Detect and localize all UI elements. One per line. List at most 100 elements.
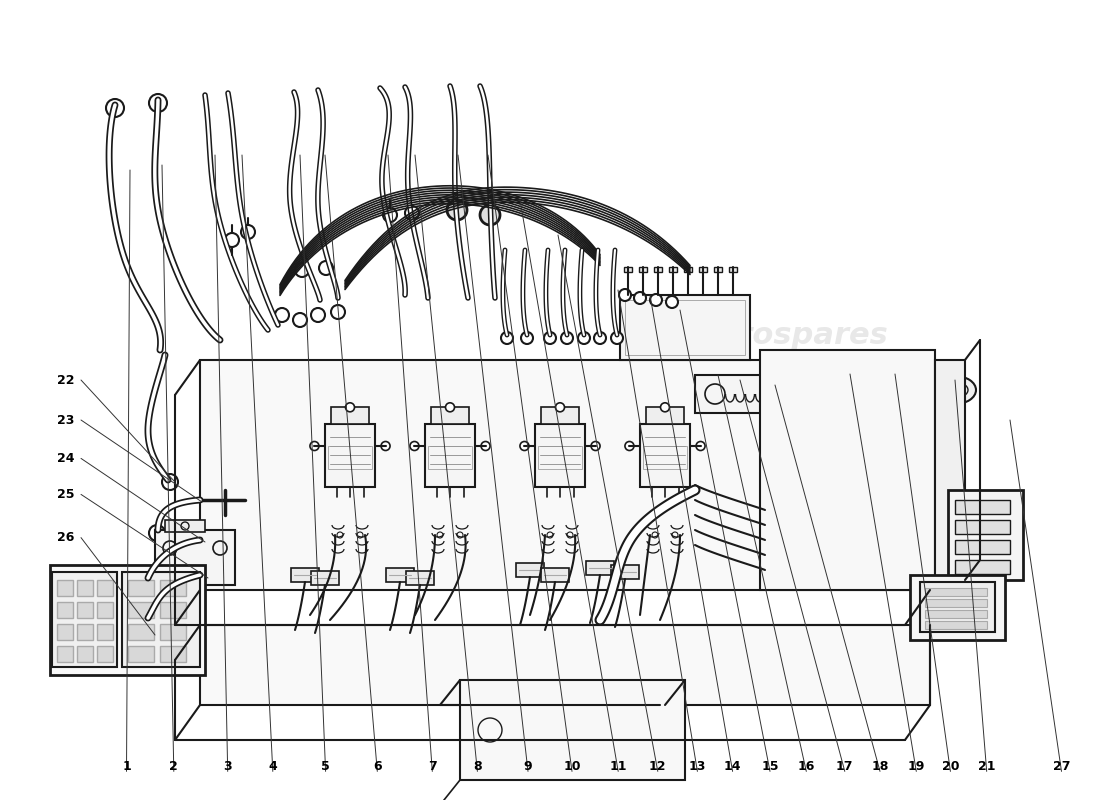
Bar — [160, 602, 186, 618]
Text: 10: 10 — [563, 760, 581, 773]
Bar — [541, 407, 580, 423]
Bar — [57, 646, 73, 662]
Bar — [97, 580, 113, 596]
Bar — [610, 565, 639, 579]
Text: 27: 27 — [1053, 760, 1070, 773]
Bar — [97, 624, 113, 640]
Circle shape — [310, 442, 319, 450]
Text: 19: 19 — [908, 760, 925, 773]
Bar — [406, 571, 434, 585]
Bar — [292, 568, 319, 582]
Bar — [97, 602, 113, 618]
Bar — [460, 680, 685, 780]
Bar — [122, 572, 200, 667]
Circle shape — [500, 332, 513, 344]
Bar — [625, 300, 745, 355]
Text: eurospares: eurospares — [695, 322, 889, 350]
Bar — [77, 580, 94, 596]
Circle shape — [625, 442, 634, 450]
Circle shape — [410, 442, 419, 450]
Text: 8: 8 — [473, 760, 482, 773]
Bar — [77, 624, 94, 640]
Bar — [128, 602, 154, 618]
Bar — [948, 490, 1023, 580]
Circle shape — [520, 442, 529, 450]
Circle shape — [148, 525, 165, 541]
Bar — [155, 530, 235, 585]
Bar — [586, 561, 614, 575]
Circle shape — [405, 206, 419, 220]
Text: 25: 25 — [57, 488, 75, 501]
Text: 14: 14 — [724, 760, 741, 773]
Bar — [128, 646, 154, 662]
Bar — [97, 646, 113, 662]
Circle shape — [106, 99, 124, 117]
Circle shape — [148, 94, 167, 112]
Bar — [428, 446, 472, 469]
Circle shape — [311, 308, 324, 322]
Bar — [642, 446, 688, 469]
Circle shape — [666, 296, 678, 308]
Bar — [955, 500, 1010, 514]
Circle shape — [834, 374, 866, 406]
Text: 12: 12 — [649, 760, 667, 773]
Bar — [955, 540, 1010, 554]
Bar — [925, 599, 987, 607]
Circle shape — [660, 403, 670, 412]
Circle shape — [139, 613, 155, 629]
Circle shape — [610, 332, 623, 344]
Bar — [128, 624, 154, 640]
Bar — [326, 423, 375, 486]
Bar — [538, 446, 582, 469]
Bar — [714, 267, 722, 272]
Circle shape — [447, 200, 468, 220]
Circle shape — [591, 442, 601, 450]
Text: 5: 5 — [321, 760, 330, 773]
Bar — [729, 267, 737, 272]
Bar — [698, 267, 707, 272]
Text: 2: 2 — [169, 760, 178, 773]
Bar — [541, 568, 569, 582]
Circle shape — [561, 332, 573, 344]
Bar — [165, 520, 205, 532]
Circle shape — [331, 305, 345, 319]
Bar — [669, 267, 676, 272]
Bar — [955, 520, 1010, 534]
Bar — [695, 375, 815, 413]
Bar — [620, 295, 750, 360]
Circle shape — [381, 442, 390, 450]
Ellipse shape — [934, 376, 976, 404]
Bar — [77, 646, 94, 662]
Circle shape — [544, 332, 556, 344]
Circle shape — [275, 308, 289, 322]
Circle shape — [226, 233, 239, 247]
Text: 24: 24 — [57, 452, 75, 465]
Text: 4: 4 — [268, 760, 277, 773]
Circle shape — [619, 289, 631, 301]
Bar — [925, 621, 987, 629]
Bar — [920, 582, 996, 632]
Bar — [160, 580, 186, 596]
Text: 13: 13 — [689, 760, 706, 773]
Bar — [426, 423, 475, 486]
Bar — [57, 580, 73, 596]
Circle shape — [879, 374, 911, 406]
Bar — [760, 350, 935, 590]
Bar — [331, 407, 370, 423]
Bar — [50, 565, 205, 675]
Bar — [386, 568, 414, 582]
Bar — [910, 575, 1005, 640]
Bar — [955, 560, 1010, 574]
Bar — [925, 588, 987, 596]
Bar — [516, 563, 544, 577]
Bar — [52, 572, 117, 667]
Bar — [311, 571, 339, 585]
Bar — [160, 624, 186, 640]
Bar — [640, 423, 690, 486]
Bar — [684, 267, 692, 272]
Text: 18: 18 — [871, 760, 889, 773]
Bar — [639, 267, 647, 272]
Circle shape — [446, 403, 454, 412]
Text: 21: 21 — [978, 760, 996, 773]
Circle shape — [139, 573, 155, 589]
